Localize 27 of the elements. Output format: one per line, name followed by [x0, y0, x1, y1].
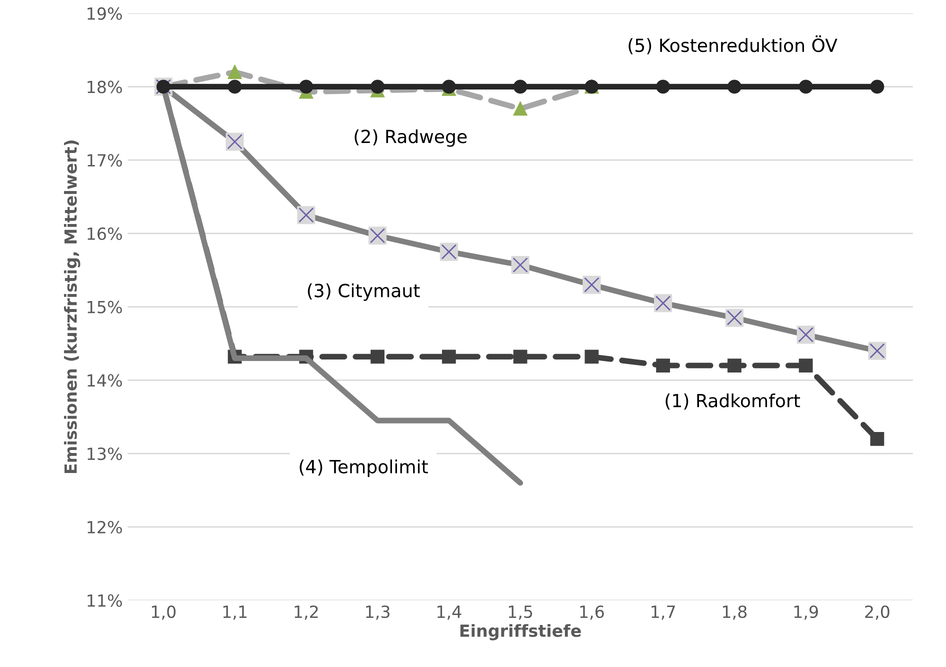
y-tick-label: 16%: [88, 227, 122, 240]
x-tick-label: 1,2: [294, 605, 318, 620]
x-tick-label: 1,7: [652, 606, 675, 620]
x-tick-label: 1,3: [366, 605, 390, 620]
text: (4) Tempolimit: [300, 459, 428, 477]
x-tick-label: 1,0: [152, 605, 176, 620]
y-tick-label: 19%: [88, 7, 122, 20]
series-label: (5) Kostenreduktion ÖV: [628, 35, 838, 54]
x-tick-label: 1,6: [580, 605, 604, 620]
series-label: (2) Radwege: [354, 129, 467, 147]
x-tick-label: 1,1: [223, 606, 246, 620]
y-tick-label: 14%: [88, 374, 122, 387]
y-tick-label: 15%: [88, 300, 122, 314]
series-label: (1) Radkomfort: [666, 393, 800, 410]
y-tick-label: 18%: [88, 80, 122, 94]
x-tick-label: 1,5: [508, 606, 532, 620]
y-tick-label: 17%: [88, 154, 122, 167]
y-tick-label: 12%: [88, 520, 122, 534]
y-tick-label: 11%: [88, 594, 122, 607]
x-tick-label: 1,9: [794, 605, 818, 620]
y-tick-label: 13%: [88, 448, 122, 460]
series-label: (3) Citymaut: [308, 283, 420, 301]
x-axis-title: Eingriffstiefe: [460, 624, 581, 640]
x-tick-label: 1,8: [723, 605, 747, 620]
x-tick-label: 2,0: [865, 605, 890, 620]
y-axis-title: Emissionen (kurzfristig, Mittelwert): [64, 140, 80, 473]
x-tick-label: 1,4: [438, 606, 462, 620]
